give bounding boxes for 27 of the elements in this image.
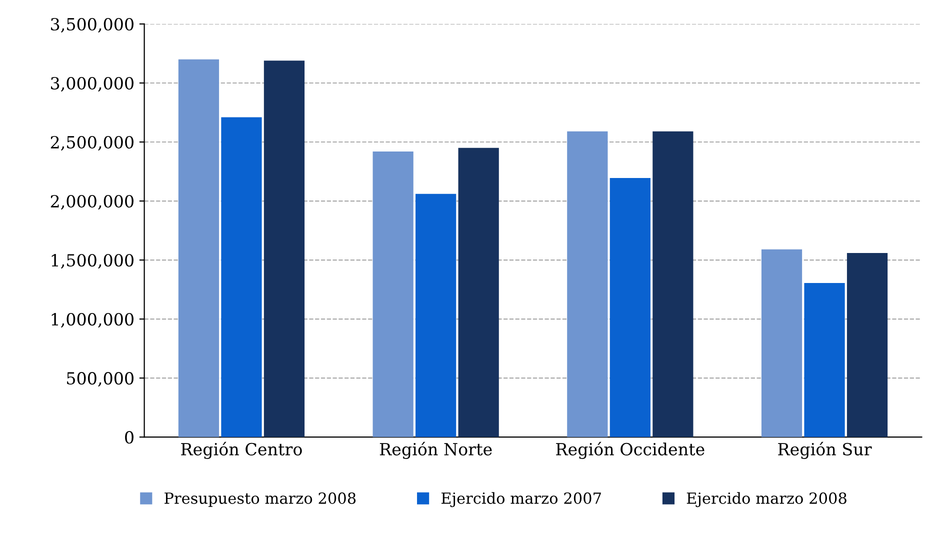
bar: [178, 59, 220, 438]
y-tick-label: 3,000,000: [51, 76, 134, 92]
legend-label: Ejercido marzo 2008: [686, 492, 846, 508]
bar: [221, 117, 262, 438]
bar: [567, 131, 608, 438]
x-tick-label: Región Centro: [181, 442, 302, 459]
y-tick-label: 1,000,000: [52, 313, 134, 328]
x-tick-label: Región Occidente: [556, 442, 704, 459]
bar: [264, 60, 305, 438]
y-tick-label: 2,500,000: [50, 136, 134, 151]
legend-label: Ejercido marzo 2007: [441, 492, 601, 508]
x-tick-label: Región Sur: [778, 442, 872, 459]
bar: [372, 151, 414, 438]
legend-label: Presupuesto marzo 2008: [164, 492, 356, 507]
bar: [610, 178, 650, 438]
y-tick-label: 1,500,000: [52, 254, 134, 269]
bar: [416, 194, 456, 438]
bar: [458, 148, 499, 438]
y-tick-label: 0: [125, 431, 134, 444]
bar: [761, 249, 802, 438]
y-tick-label: 3,500,000: [51, 18, 134, 33]
bar: [652, 131, 694, 438]
bar: [804, 283, 845, 438]
y-tick-label: 2,000,000: [50, 194, 134, 210]
x-tick-label: Región Norte: [380, 442, 492, 459]
bar: [846, 252, 888, 438]
y-tick-label: 500,000: [67, 372, 134, 387]
